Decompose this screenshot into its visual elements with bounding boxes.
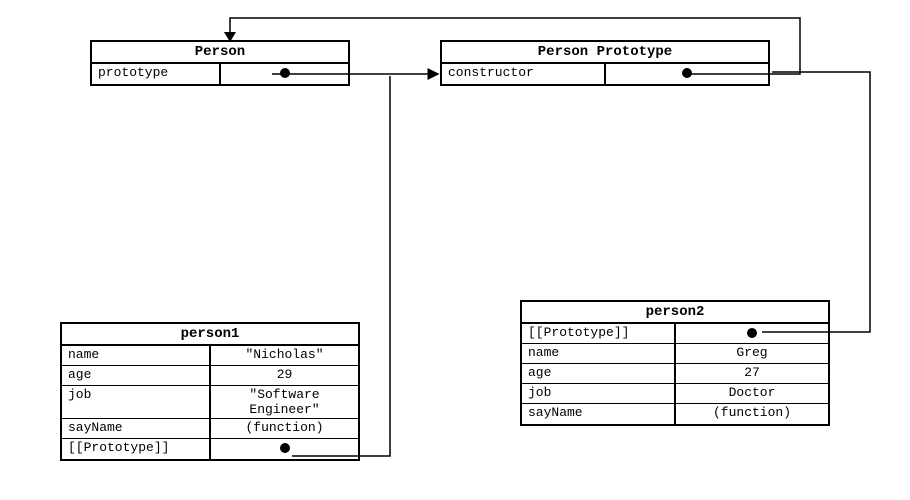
edge-person2-proto	[762, 72, 870, 332]
pointer-dot-icon	[280, 443, 290, 453]
box-person: Person prototype	[90, 40, 350, 86]
cell-label: sayName	[62, 419, 211, 438]
cell-value	[211, 439, 358, 459]
table-row: job "Software Engineer"	[62, 386, 358, 419]
box-person2-title: person2	[522, 302, 828, 324]
table-row: age 29	[62, 366, 358, 386]
cell-label: prototype	[92, 64, 221, 84]
cell-value	[606, 64, 768, 84]
cell-label: job	[522, 384, 676, 403]
box-person-prototype-title: Person Prototype	[442, 42, 768, 64]
table-row: [[Prototype]]	[522, 324, 828, 344]
cell-value: (function)	[676, 404, 828, 424]
cell-label: name	[522, 344, 676, 363]
cell-value: Greg	[676, 344, 828, 363]
box-person2: person2 [[Prototype]] name Greg age 27 j…	[520, 300, 830, 426]
table-row: sayName (function)	[522, 404, 828, 424]
cell-value: (function)	[211, 419, 358, 438]
table-row: constructor	[442, 64, 768, 84]
box-person1-title: person1	[62, 324, 358, 346]
box-person1: person1 name "Nicholas" age 29 job "Soft…	[60, 322, 360, 461]
table-row: name Greg	[522, 344, 828, 364]
pointer-dot-icon	[682, 68, 692, 78]
cell-label: [[Prototype]]	[522, 324, 676, 343]
box-person-title: Person	[92, 42, 348, 64]
table-row: prototype	[92, 64, 348, 84]
cell-value: "Software Engineer"	[211, 386, 358, 418]
cell-label: job	[62, 386, 211, 418]
table-row: [[Prototype]]	[62, 439, 358, 459]
cell-label: age	[62, 366, 211, 385]
cell-value: 27	[676, 364, 828, 383]
cell-label: [[Prototype]]	[62, 439, 211, 459]
diagram-canvas: Person prototype Person Prototype constr…	[0, 0, 910, 500]
cell-value: 29	[211, 366, 358, 385]
table-row: age 27	[522, 364, 828, 384]
box-person-prototype: Person Prototype constructor	[440, 40, 770, 86]
cell-value	[676, 324, 828, 343]
pointer-dot-icon	[280, 68, 290, 78]
cell-label: age	[522, 364, 676, 383]
cell-label: constructor	[442, 64, 606, 84]
cell-label: sayName	[522, 404, 676, 424]
table-row: job Doctor	[522, 384, 828, 404]
cell-label: name	[62, 346, 211, 365]
table-row: sayName (function)	[62, 419, 358, 439]
cell-value: "Nicholas"	[211, 346, 358, 365]
cell-value: Doctor	[676, 384, 828, 403]
cell-value	[221, 64, 348, 84]
pointer-dot-icon	[747, 328, 757, 338]
table-row: name "Nicholas"	[62, 346, 358, 366]
